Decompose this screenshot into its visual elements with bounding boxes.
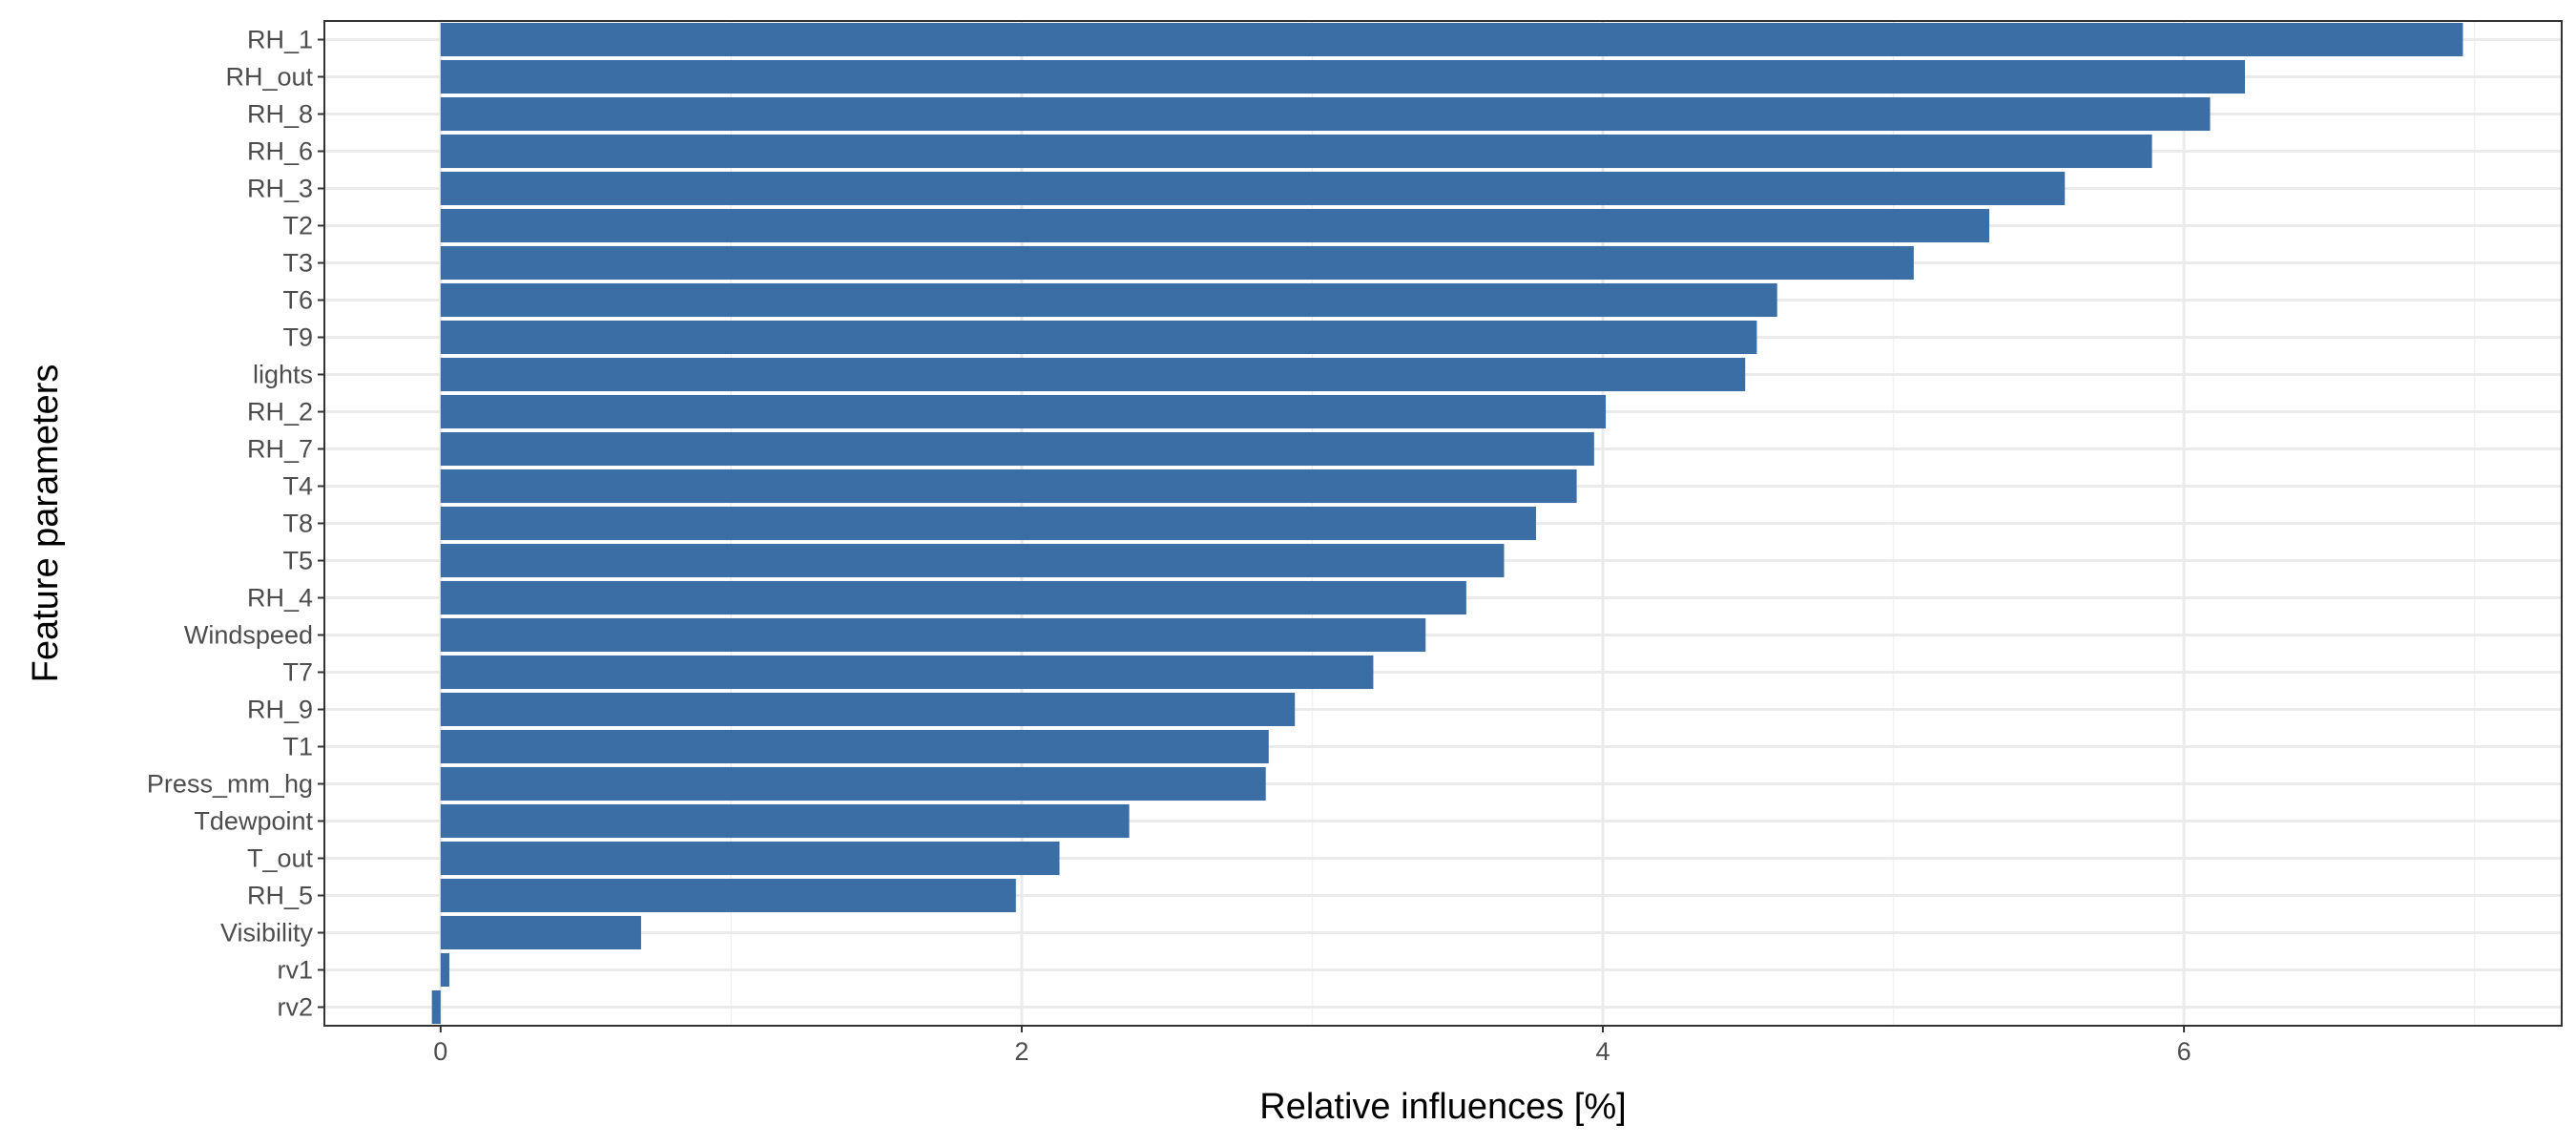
y-tick-label: Tdewpoint — [194, 807, 313, 836]
x-tick-label: 0 — [433, 1037, 447, 1066]
bar-T6 — [440, 282, 1777, 318]
y-tick-label: Windspeed — [184, 621, 313, 650]
bar-RH_9 — [440, 692, 1296, 727]
bar-T7 — [440, 655, 1374, 690]
y-tick-label: T7 — [282, 658, 313, 687]
y-tick-label: RH_2 — [247, 398, 313, 427]
bar-rv1 — [440, 952, 449, 988]
bar-RH_6 — [440, 134, 2152, 169]
y-tick-label: T_out — [247, 844, 314, 873]
y-tick-label: T2 — [282, 212, 313, 240]
y-tick-label: T6 — [282, 286, 313, 315]
y-tick-label: T4 — [282, 472, 313, 501]
y-tick-label: Visibility — [220, 919, 314, 947]
y-tick-label: Press_mm_hg — [147, 770, 313, 799]
bar-RH_2 — [440, 394, 1607, 429]
y-tick-label: RH_9 — [247, 696, 313, 724]
y-tick-label: RH_7 — [247, 435, 313, 464]
bar-Visibility — [440, 915, 641, 950]
bar-T_out — [440, 841, 1060, 876]
y-tick-label: RH_1 — [247, 26, 313, 54]
bar-RH_1 — [440, 22, 2463, 57]
x-tick-label: 2 — [1014, 1037, 1028, 1066]
bar-T9 — [440, 320, 1757, 355]
y-tick-label: lights — [253, 361, 313, 389]
bar-lights — [440, 357, 1746, 392]
y-tick-label: RH_3 — [247, 175, 313, 203]
y-tick-label: T5 — [282, 547, 313, 575]
x-axis-title: Relative influences [%] — [1259, 1087, 1626, 1127]
bar-Windspeed — [440, 617, 1426, 653]
y-tick-labels: RH_1 RH_out RH_8 RH_6 RH_3 T2 T3 T6 T9 lights RH_2… — [147, 26, 324, 1022]
bar-RH_out — [440, 59, 2246, 94]
y-tick-label: rv1 — [277, 956, 313, 985]
bar-T5 — [440, 543, 1505, 578]
bar-T3 — [440, 245, 1914, 281]
bar-T2 — [440, 208, 1990, 243]
bar-RH_3 — [440, 171, 2066, 206]
y-tick-label: RH_out — [225, 63, 313, 92]
y-tick-label: T9 — [282, 323, 313, 352]
bar-RH_5 — [440, 878, 1016, 913]
y-axis-title: Feature parameters — [26, 364, 66, 683]
y-tick-label: RH_8 — [247, 100, 313, 129]
x-tick-label: 4 — [1595, 1037, 1610, 1066]
bar-Press_mm_hg — [440, 766, 1266, 802]
y-tick-label: T1 — [282, 733, 313, 761]
bar-T4 — [440, 468, 1577, 504]
bar-T1 — [440, 729, 1269, 764]
bar-rv2 — [431, 989, 441, 1025]
y-tick-label: RH_5 — [247, 882, 313, 910]
x-tick-label: 6 — [2177, 1037, 2192, 1066]
y-tick-label: T3 — [282, 249, 313, 278]
bar-T8 — [440, 506, 1536, 541]
y-tick-label: RH_4 — [247, 584, 313, 613]
bar-RH_8 — [440, 96, 2211, 132]
x-tick-labels: 0 2 4 6 — [433, 1026, 2192, 1066]
bar-RH_7 — [440, 431, 1594, 467]
bars — [431, 22, 2463, 1025]
y-tick-label: T8 — [282, 510, 313, 538]
y-tick-label: RH_6 — [247, 137, 313, 166]
bar-Tdewpoint — [440, 803, 1130, 839]
bar-RH_4 — [440, 580, 1466, 615]
y-tick-label: rv2 — [277, 993, 313, 1022]
